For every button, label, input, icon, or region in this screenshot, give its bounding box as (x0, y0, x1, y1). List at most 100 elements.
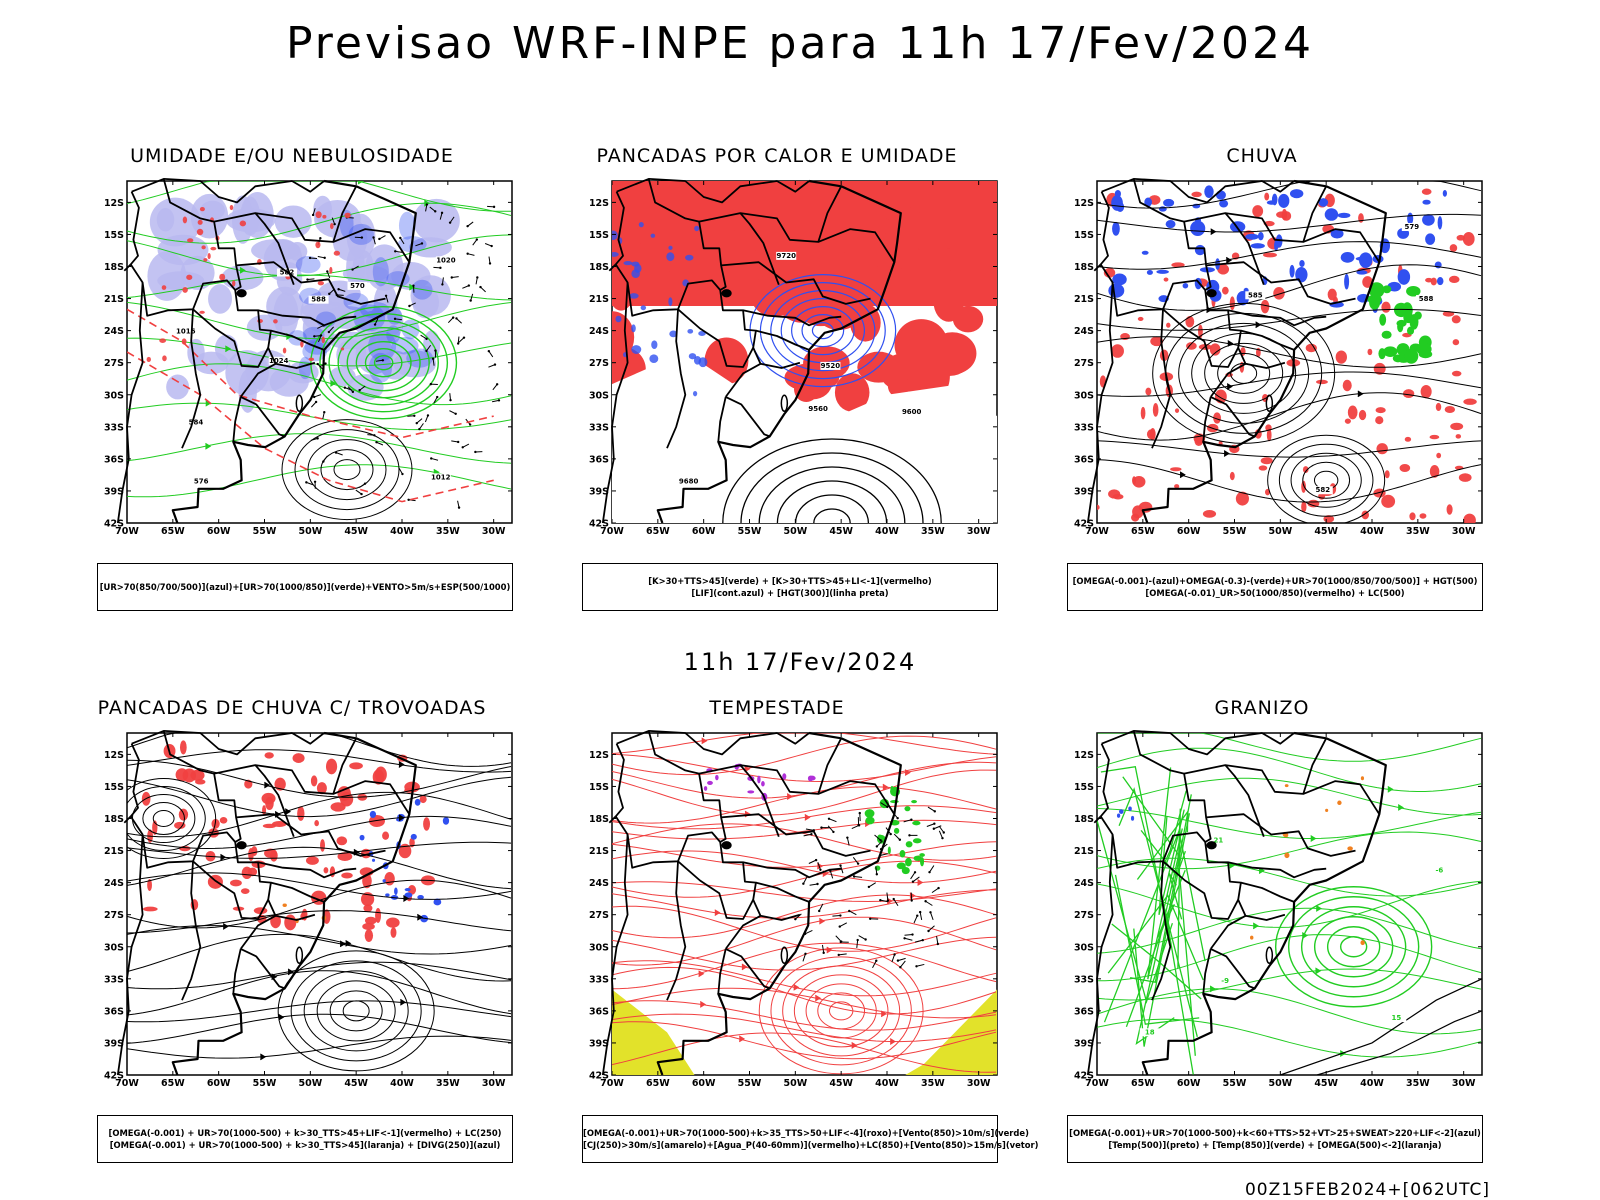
contour-line (1122, 776, 1196, 1056)
wind-vector-head (893, 953, 896, 956)
streamline (1097, 440, 1482, 458)
contour-label: 1016 (176, 327, 196, 335)
shaded-cell (1252, 205, 1264, 218)
streamline-arrow (701, 737, 708, 745)
wind-vector (802, 953, 806, 962)
streamline (127, 733, 512, 767)
streamline (1097, 1018, 1482, 1058)
wind-vector-head (434, 210, 437, 213)
border-line (332, 780, 411, 815)
lat-label: 21S (104, 846, 124, 857)
contour-label-bg (901, 407, 922, 416)
shaded-cell (808, 775, 816, 781)
border-line (192, 860, 269, 920)
border-line (270, 881, 325, 903)
shaded-cell (423, 817, 431, 831)
shaded-cell (1324, 208, 1339, 221)
shaded-cell (694, 225, 700, 232)
border-line (236, 261, 386, 305)
wind-vector-head (457, 506, 461, 509)
lon-label: 55W (1223, 526, 1247, 537)
streamline (1097, 392, 1482, 441)
streamline (612, 841, 997, 868)
shaded-cell (1116, 813, 1121, 818)
contour-line (782, 965, 901, 1057)
shaded-cell (890, 785, 894, 793)
wind-vector-head (479, 285, 482, 289)
lon-label: 60W (1177, 1078, 1201, 1089)
shaded-cell (193, 351, 229, 375)
lat-label: 42S (589, 519, 609, 530)
shaded-cell (650, 233, 656, 238)
lon-label: 35W (436, 526, 460, 537)
streamline-arrow (278, 1013, 285, 1021)
streamline-arrow (1179, 471, 1186, 479)
shaded-cell (340, 347, 345, 351)
border-line (1206, 261, 1356, 305)
streamline (612, 819, 997, 840)
lon-label: 35W (1406, 1078, 1430, 1089)
streamline (1097, 831, 1482, 870)
border-line (1151, 309, 1172, 449)
shaded-cell (1163, 277, 1169, 282)
legend-line: [OMEGA(-0.01)_UR>50(1000/850)(vermelho) … (1145, 588, 1405, 598)
wind-vector (925, 900, 933, 906)
shaded-cell (182, 768, 196, 783)
border-line (1133, 730, 1295, 756)
shaded-cell (1368, 282, 1385, 298)
wind-vector-head (360, 492, 363, 496)
wind-vector-head (399, 236, 402, 240)
shaded-cell (1448, 275, 1460, 284)
lon-label: 40W (390, 526, 414, 537)
streamline-arrow (403, 895, 410, 902)
shaded-cell (1458, 473, 1472, 482)
streamline-arrow (357, 181, 364, 185)
shaded-cell (612, 251, 619, 257)
wind-vector-head (360, 236, 364, 239)
panel-legend: [OMEGA(-0.001) + UR>70(1000-500) + k>30_… (97, 1115, 513, 1163)
contour-line (1114, 874, 1200, 1025)
shaded-cell (865, 816, 875, 825)
streamline (1097, 968, 1482, 1001)
streamline (1097, 459, 1482, 503)
shaded-cell (197, 219, 203, 225)
shaded-cell (1409, 512, 1416, 521)
streamline-arrow (205, 442, 212, 450)
streamline (127, 1013, 512, 1044)
main-title: Previsao WRF-INPE para 11h 17/Fev/2024 (286, 18, 1314, 69)
lat-label: 15S (1074, 230, 1094, 241)
shaded-cell (161, 285, 167, 290)
wind-vector-head (493, 363, 497, 366)
shaded-cell (1097, 504, 1100, 510)
wind-vector-head (476, 276, 479, 279)
border-line (257, 861, 357, 879)
shaded-cell (1437, 216, 1443, 230)
shaded-cell (1190, 220, 1206, 237)
contour-line (1339, 936, 1368, 958)
wind-vector-head (875, 845, 879, 848)
streamline (127, 202, 512, 244)
wind-vector-head (425, 337, 428, 341)
shaded-cell (1257, 231, 1264, 241)
panel-legend: [OMEGA(-0.001)+UR>70(1000-500)+k<60+TTS>… (1067, 1115, 1483, 1163)
lon-label: 50W (1268, 1078, 1292, 1089)
shaded-cell (1174, 484, 1180, 489)
shaded-cell (1171, 262, 1185, 268)
shaded-cell (688, 353, 697, 360)
shaded-cell (1284, 784, 1289, 788)
shaded-cell (612, 218, 641, 257)
lon-label: 65W (1131, 526, 1155, 537)
wind-vector (933, 825, 942, 830)
lat-label: 39S (1074, 486, 1094, 497)
contour-line (794, 494, 870, 523)
lon-label: 30W (482, 526, 506, 537)
shaded-cell (316, 782, 327, 795)
contour-label-bg (175, 327, 196, 336)
contour-line (1178, 322, 1310, 424)
shaded-cell (315, 241, 321, 249)
contour-line (1278, 443, 1374, 517)
lon-label: 45W (1314, 1078, 1338, 1089)
shaded-cell (896, 862, 906, 870)
contour-label: 576 (194, 478, 209, 486)
lon-label: 50W (1268, 526, 1292, 537)
